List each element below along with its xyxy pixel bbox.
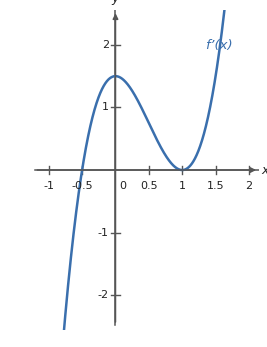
Text: -0.5: -0.5: [71, 181, 93, 191]
Text: 2: 2: [102, 40, 109, 50]
Text: x: x: [261, 163, 267, 177]
Text: 0: 0: [119, 181, 126, 191]
Text: -2: -2: [98, 290, 109, 300]
Text: f’(x): f’(x): [206, 39, 233, 52]
Text: y: y: [112, 0, 119, 6]
Text: -1: -1: [43, 181, 54, 191]
Text: 2: 2: [245, 181, 253, 191]
Text: 1: 1: [179, 181, 186, 191]
Text: 1.5: 1.5: [207, 181, 225, 191]
Text: 1: 1: [102, 102, 109, 112]
Text: 0.5: 0.5: [140, 181, 158, 191]
Text: -1: -1: [98, 228, 109, 238]
